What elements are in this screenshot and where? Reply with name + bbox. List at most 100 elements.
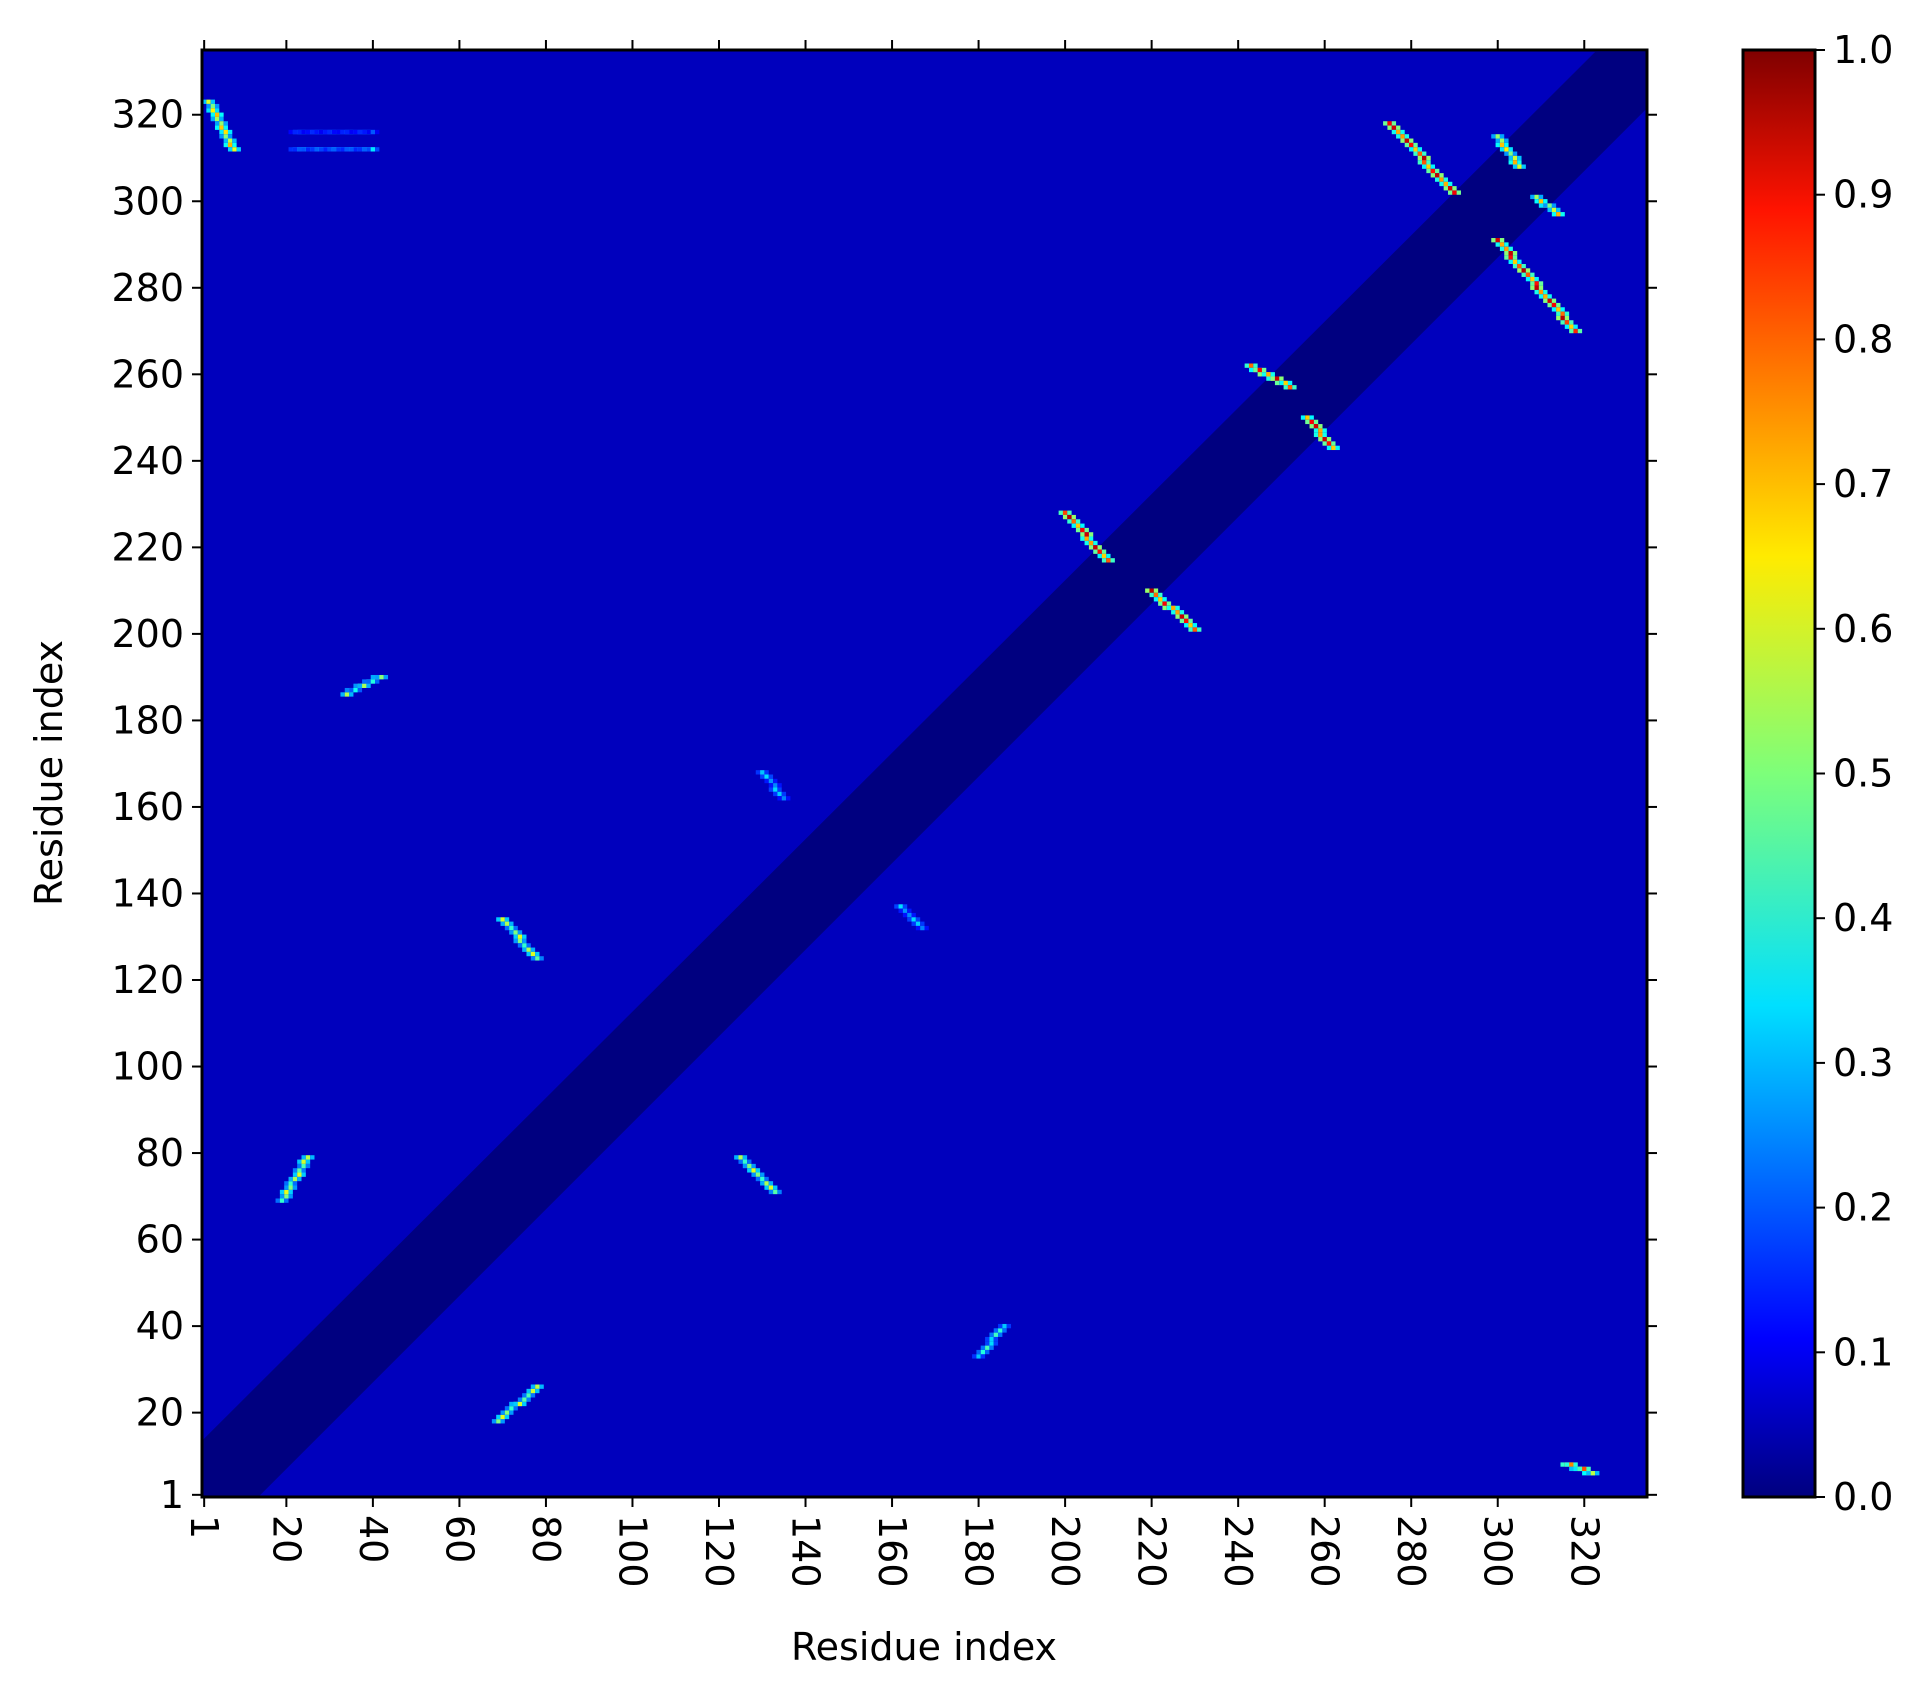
heatmap-cell (292, 1172, 298, 1177)
heatmap-cell (526, 947, 531, 952)
heatmap-cell (1586, 1471, 1591, 1476)
heatmap-cell (1573, 324, 1578, 329)
heatmap-cell (1556, 212, 1561, 217)
heatmap-cell (1543, 294, 1548, 299)
heatmap-cell (232, 142, 237, 148)
heatmap-cell (297, 1172, 302, 1177)
heatmap-cell (1383, 121, 1388, 126)
heatmap-cell (1331, 445, 1336, 451)
y-tick-label: 1 (160, 1473, 184, 1517)
heatmap-cell (1097, 553, 1102, 559)
heatmap-cell (509, 925, 514, 931)
heatmap-cell (1447, 181, 1453, 187)
heatmap-cell (1547, 294, 1552, 299)
heatmap-cell (773, 778, 778, 784)
heatmap-cell (1287, 380, 1293, 386)
heatmap-cell (496, 1419, 501, 1424)
heatmap-cell (998, 1323, 1003, 1329)
heatmap-cell (1547, 203, 1552, 208)
heatmap-cell (1253, 367, 1258, 373)
heatmap-cell (1530, 276, 1535, 282)
heatmap-cell (375, 147, 380, 152)
heatmap-cell (751, 1168, 756, 1173)
heatmap-cell (535, 951, 540, 957)
heatmap-cell (1331, 441, 1336, 446)
heatmap-cell (509, 1401, 514, 1407)
heatmap-cell (288, 129, 293, 135)
heatmap-cell (1080, 532, 1085, 537)
heatmap-cell (297, 129, 302, 135)
heatmap-cell (1508, 255, 1513, 260)
heatmap-cell (1283, 380, 1288, 386)
heatmap-cell (1417, 155, 1423, 161)
heatmap-cell (1188, 627, 1193, 632)
y-axis-title: Residue index (27, 640, 71, 906)
heatmap-cell (1521, 164, 1526, 169)
heatmap-cell (920, 925, 925, 931)
heatmap-cell (1577, 328, 1583, 334)
heatmap-cell (777, 783, 782, 788)
y-tick-label: 160 (111, 785, 184, 829)
heatmap-cell (1322, 428, 1327, 433)
y-tick-label: 200 (111, 612, 184, 656)
heatmap-cell (301, 1172, 306, 1177)
heatmap-cell (1530, 281, 1535, 286)
heatmap-cell (305, 1155, 311, 1160)
contact-feature (1560, 1462, 1600, 1476)
heatmap-cell (227, 147, 233, 152)
heatmap-cell (1569, 1466, 1574, 1472)
heatmap-cell (1430, 164, 1436, 169)
heatmap-cell (993, 1332, 999, 1337)
heatmap-cell (526, 951, 531, 957)
heatmap-cell (980, 1349, 986, 1355)
heatmap-cell (1396, 125, 1401, 130)
heatmap-cell (1322, 441, 1327, 446)
heatmap-cell (1158, 597, 1163, 602)
heatmap-cell (764, 774, 769, 779)
heatmap-cell (1504, 138, 1509, 143)
heatmap-cell (898, 904, 903, 909)
heatmap-cell (292, 1185, 298, 1190)
heatmap-cell (305, 1163, 311, 1169)
heatmap-cell (1538, 194, 1544, 200)
heatmap-cell (331, 129, 337, 135)
y-tick-label: 300 (111, 179, 184, 223)
colorbar-tick-label: 0.7 (1833, 462, 1893, 506)
heatmap-cell (340, 692, 345, 697)
heatmap-cell (1322, 437, 1327, 442)
heatmap-cell (530, 951, 536, 957)
heatmap-cell (1422, 160, 1427, 165)
heatmap-cell (1499, 238, 1505, 243)
heatmap-cell (1313, 432, 1319, 438)
heatmap-cell (764, 770, 769, 775)
heatmap-cell (331, 147, 337, 152)
heatmap-cell (764, 778, 769, 784)
heatmap-cell (1517, 263, 1522, 269)
heatmap-cell (1404, 138, 1410, 143)
heatmap-cell (504, 1410, 510, 1415)
y-tick-label: 100 (111, 1045, 184, 1089)
heatmap-cell (1404, 142, 1410, 148)
heatmap-cell (751, 1163, 756, 1169)
heatmap-cell (1443, 177, 1448, 182)
x-axis-title: Residue index (791, 1625, 1057, 1669)
heatmap-cell (1582, 1466, 1587, 1472)
heatmap-cell (911, 921, 916, 926)
heatmap-cell (1560, 311, 1565, 316)
heatmap-cell (1313, 424, 1319, 429)
heatmap-cell (1504, 255, 1509, 260)
heatmap-cell (1499, 138, 1505, 143)
heatmap-cell (976, 1354, 981, 1359)
heatmap-cell (1556, 315, 1561, 321)
heatmap-cell (1504, 147, 1509, 152)
heatmap-cell (375, 674, 380, 680)
contact-feature (1300, 415, 1340, 451)
heatmap-cell (1088, 540, 1094, 546)
heatmap-cell (1538, 285, 1544, 290)
heatmap-cell (1564, 1462, 1570, 1467)
heatmap-cell (1521, 263, 1526, 269)
heatmap-cell (292, 129, 298, 135)
heatmap-cell (1517, 164, 1522, 169)
heatmap-cell (1430, 173, 1436, 178)
heatmap-cell (379, 674, 384, 680)
